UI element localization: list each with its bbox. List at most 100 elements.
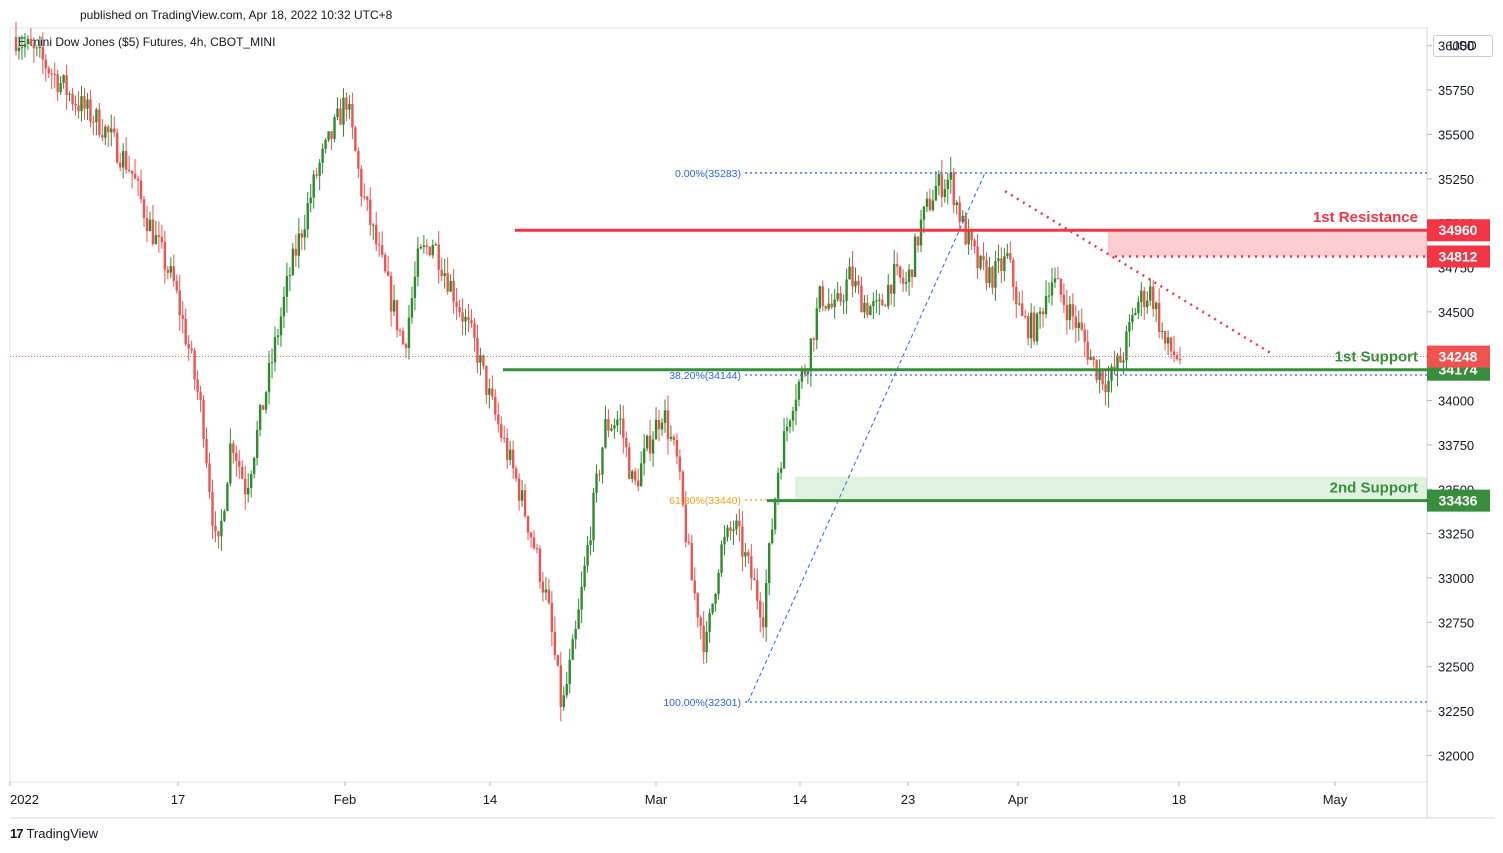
candle-body-up xyxy=(1128,322,1131,332)
candle-body-down xyxy=(541,581,545,593)
candle-body-down xyxy=(553,631,557,656)
candle-body-down xyxy=(857,280,860,286)
candle-body-down xyxy=(821,286,824,307)
candle-body-down xyxy=(437,244,440,270)
candle-body-up xyxy=(639,463,643,487)
fib-level-label: 0.00%(35283) xyxy=(675,168,741,180)
candle-body-down xyxy=(687,542,690,544)
candle-body-up xyxy=(919,219,923,246)
candle-body-up xyxy=(565,684,568,696)
candle-body-up xyxy=(720,544,723,573)
candle-body-up xyxy=(797,381,801,400)
candle-body-down xyxy=(702,625,705,653)
candle-body-down xyxy=(157,235,161,237)
resistance-zone xyxy=(1108,230,1427,257)
candle-body-up xyxy=(255,429,259,458)
candle-body-up xyxy=(1098,370,1101,380)
candle-body-up xyxy=(1140,290,1143,302)
candle-body-up xyxy=(321,148,324,163)
candle-body-up xyxy=(276,335,280,338)
candle-body-down xyxy=(294,248,298,256)
candle-body-up xyxy=(574,628,577,640)
candle-body-up xyxy=(327,131,330,140)
candle-body-down xyxy=(124,151,128,170)
candle-body-down xyxy=(1101,370,1104,385)
candle-body-down xyxy=(634,471,637,481)
candle-body-down xyxy=(497,414,500,425)
price-badge-label: 33436 xyxy=(1439,493,1478,509)
candle-body-down xyxy=(232,443,235,453)
candle-body-up xyxy=(726,527,729,538)
candle-body-up xyxy=(845,279,848,301)
candle-body-up xyxy=(422,245,426,247)
tradingview-brand: 17 TradingView xyxy=(10,826,98,841)
time-tick-label: 2022 xyxy=(10,792,39,807)
candle-body-down xyxy=(458,306,461,313)
time-tick-label: 14 xyxy=(483,792,497,807)
candle-body-down xyxy=(970,230,973,241)
candle-body-down xyxy=(172,266,175,282)
candle-body-down xyxy=(401,330,405,345)
candle-body-up xyxy=(220,520,223,537)
candle-body-down xyxy=(1015,287,1018,305)
candle-body-down xyxy=(44,59,47,69)
candle-body-up xyxy=(443,273,446,276)
candle-body-down xyxy=(461,312,464,322)
currency-button[interactable]: USD xyxy=(1433,35,1493,57)
candle-body-up xyxy=(705,631,708,653)
candle-body-up xyxy=(488,388,491,395)
candle-body-down xyxy=(550,602,554,632)
candle-body-down xyxy=(467,316,470,321)
candle-body-up xyxy=(601,447,604,475)
candle-body-up xyxy=(869,306,872,315)
time-tick-label: Feb xyxy=(334,792,356,807)
candle-body-up xyxy=(613,425,616,429)
candle-body-down xyxy=(440,269,443,276)
candle-body-up xyxy=(1146,300,1149,308)
candle-body-up xyxy=(258,405,262,430)
candle-body-down xyxy=(884,305,887,307)
candle-body-up xyxy=(922,206,926,220)
price-tick-label: 35500 xyxy=(1438,127,1474,142)
candle-body-up xyxy=(267,363,271,393)
candle-body-up xyxy=(1134,313,1137,316)
candle-body-up xyxy=(249,474,253,488)
candle-body-up xyxy=(610,428,613,431)
candle-body-up xyxy=(38,46,42,48)
candle-body-down xyxy=(160,236,164,243)
candle-body-down xyxy=(824,306,827,309)
candle-body-down xyxy=(607,419,610,431)
candle-body-down xyxy=(351,103,354,128)
time-tick-label: 18 xyxy=(1172,792,1186,807)
candle-body-down xyxy=(1012,259,1015,288)
candle-body-down xyxy=(142,199,146,219)
candle-body-up xyxy=(616,419,619,426)
candle-body-down xyxy=(404,344,408,349)
candle-body-down xyxy=(217,531,220,537)
candle-body-down xyxy=(762,617,765,628)
candle-body-down xyxy=(107,126,110,133)
level-label: 1st Support xyxy=(1335,349,1418,366)
candle-body-up xyxy=(592,492,595,541)
candle-body-down xyxy=(208,463,211,492)
candle-body-down xyxy=(175,281,178,291)
candle-body-down xyxy=(1009,253,1012,260)
candle-body-up xyxy=(764,583,768,628)
candle-body-up xyxy=(955,202,958,206)
candle-body-down xyxy=(389,275,393,312)
candle-body-down xyxy=(830,303,833,308)
candle-body-up xyxy=(80,96,83,112)
candle-body-down xyxy=(193,350,196,380)
level-label: 2nd Support xyxy=(1330,480,1418,497)
candle-body-up xyxy=(1125,331,1128,361)
candle-body-up xyxy=(413,276,417,299)
candle-body-down xyxy=(750,556,753,579)
candle-body-down xyxy=(202,399,205,440)
candle-body-up xyxy=(348,103,351,110)
candle-body-down xyxy=(92,121,95,123)
candle-body-up xyxy=(913,236,917,277)
fib-level-label: 61.80%(33440) xyxy=(669,495,741,507)
candle-body-down xyxy=(690,542,693,581)
